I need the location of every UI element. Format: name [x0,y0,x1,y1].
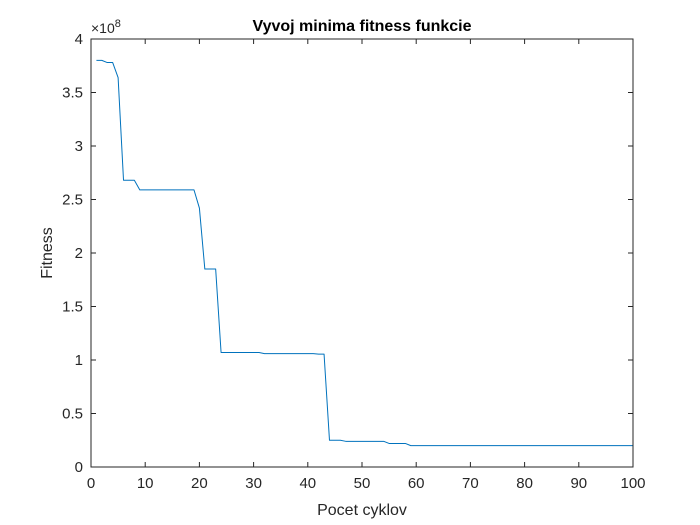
x-tick-label: 70 [462,475,479,492]
y-multiplier-exponent: 8 [115,18,121,30]
x-axis-ticks: 0 10 20 30 40 50 60 70 80 90 100 [87,39,646,492]
y-tick-label: 3 [75,138,83,155]
chart-title: Vyvoj minima fitness funkcie [252,18,471,35]
x-tick-label: 10 [137,475,154,492]
x-tick-label: 90 [570,475,587,492]
series-line [96,59,633,447]
x-axis-label: Pocet cyklov [317,502,407,519]
series-layer [96,59,633,447]
y-tick-label: 0.5 [62,406,83,423]
x-tick-label: 40 [299,475,316,492]
x-tick-label: 50 [354,475,371,492]
x-tick-label: 100 [620,475,645,492]
y-tick-label: 3.5 [62,85,83,102]
y-tick-label: 0 [75,459,83,476]
y-tick-label: 2.5 [62,192,83,209]
y-tick-label: 4 [75,31,83,48]
y-tick-label: 1 [75,352,83,369]
y-axis-ticks: 0 0.5 1 1.5 2 2.5 3 3.5 4 [62,31,633,476]
y-tick-label: 1.5 [62,299,83,316]
y-multiplier-label: ×108 [91,18,121,36]
x-tick-label: 60 [408,475,425,492]
y-axis-label: Fitness [39,227,56,279]
x-tick-label: 0 [87,475,95,492]
plot-area-background [91,39,633,467]
x-tick-label: 80 [516,475,533,492]
y-multiplier-base: ×10 [91,20,115,36]
y-tick-label: 2 [75,245,83,262]
x-tick-label: 30 [245,475,262,492]
x-tick-label: 20 [191,475,208,492]
